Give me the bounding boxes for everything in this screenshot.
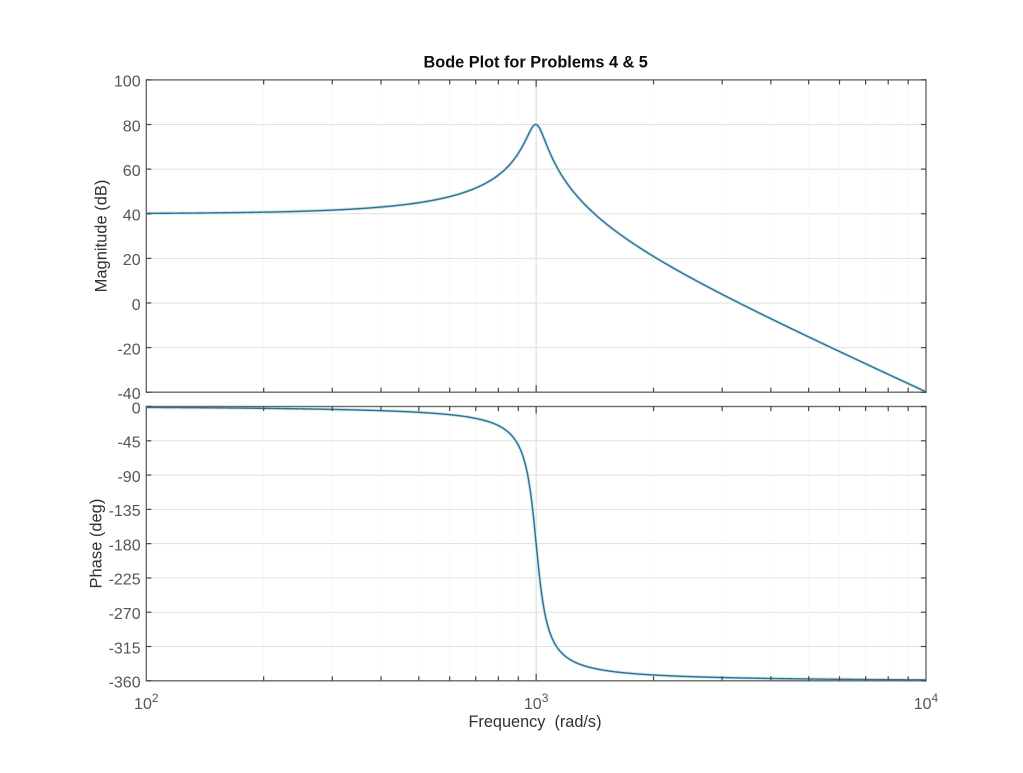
svg-text:Frequency (rad/s): Frequency (rad/s) [468, 713, 601, 731]
svg-text:40: 40 [123, 208, 141, 225]
svg-text:0: 0 [132, 400, 141, 417]
svg-text:-45: -45 [117, 435, 140, 452]
svg-text:-315: -315 [109, 640, 141, 657]
svg-text:0: 0 [132, 297, 141, 314]
svg-text:80: 80 [123, 118, 141, 135]
svg-text:60: 60 [123, 163, 141, 180]
svg-text:100: 100 [114, 74, 141, 91]
svg-text:-90: -90 [117, 469, 140, 486]
svg-text:Phase (deg): Phase (deg) [88, 499, 106, 589]
svg-text:-40: -40 [117, 386, 140, 403]
svg-text:-270: -270 [109, 606, 141, 623]
svg-text:-360: -360 [109, 675, 141, 692]
svg-text:Bode Plot for Problems 4 & 5: Bode Plot for Problems 4 & 5 [424, 54, 648, 72]
svg-text:Magnitude (dB): Magnitude (dB) [93, 180, 111, 293]
svg-text:-135: -135 [109, 503, 141, 520]
svg-text:-20: -20 [117, 341, 140, 358]
svg-text:20: 20 [123, 252, 141, 269]
svg-text:-225: -225 [109, 572, 141, 589]
svg-text:-180: -180 [109, 537, 141, 554]
